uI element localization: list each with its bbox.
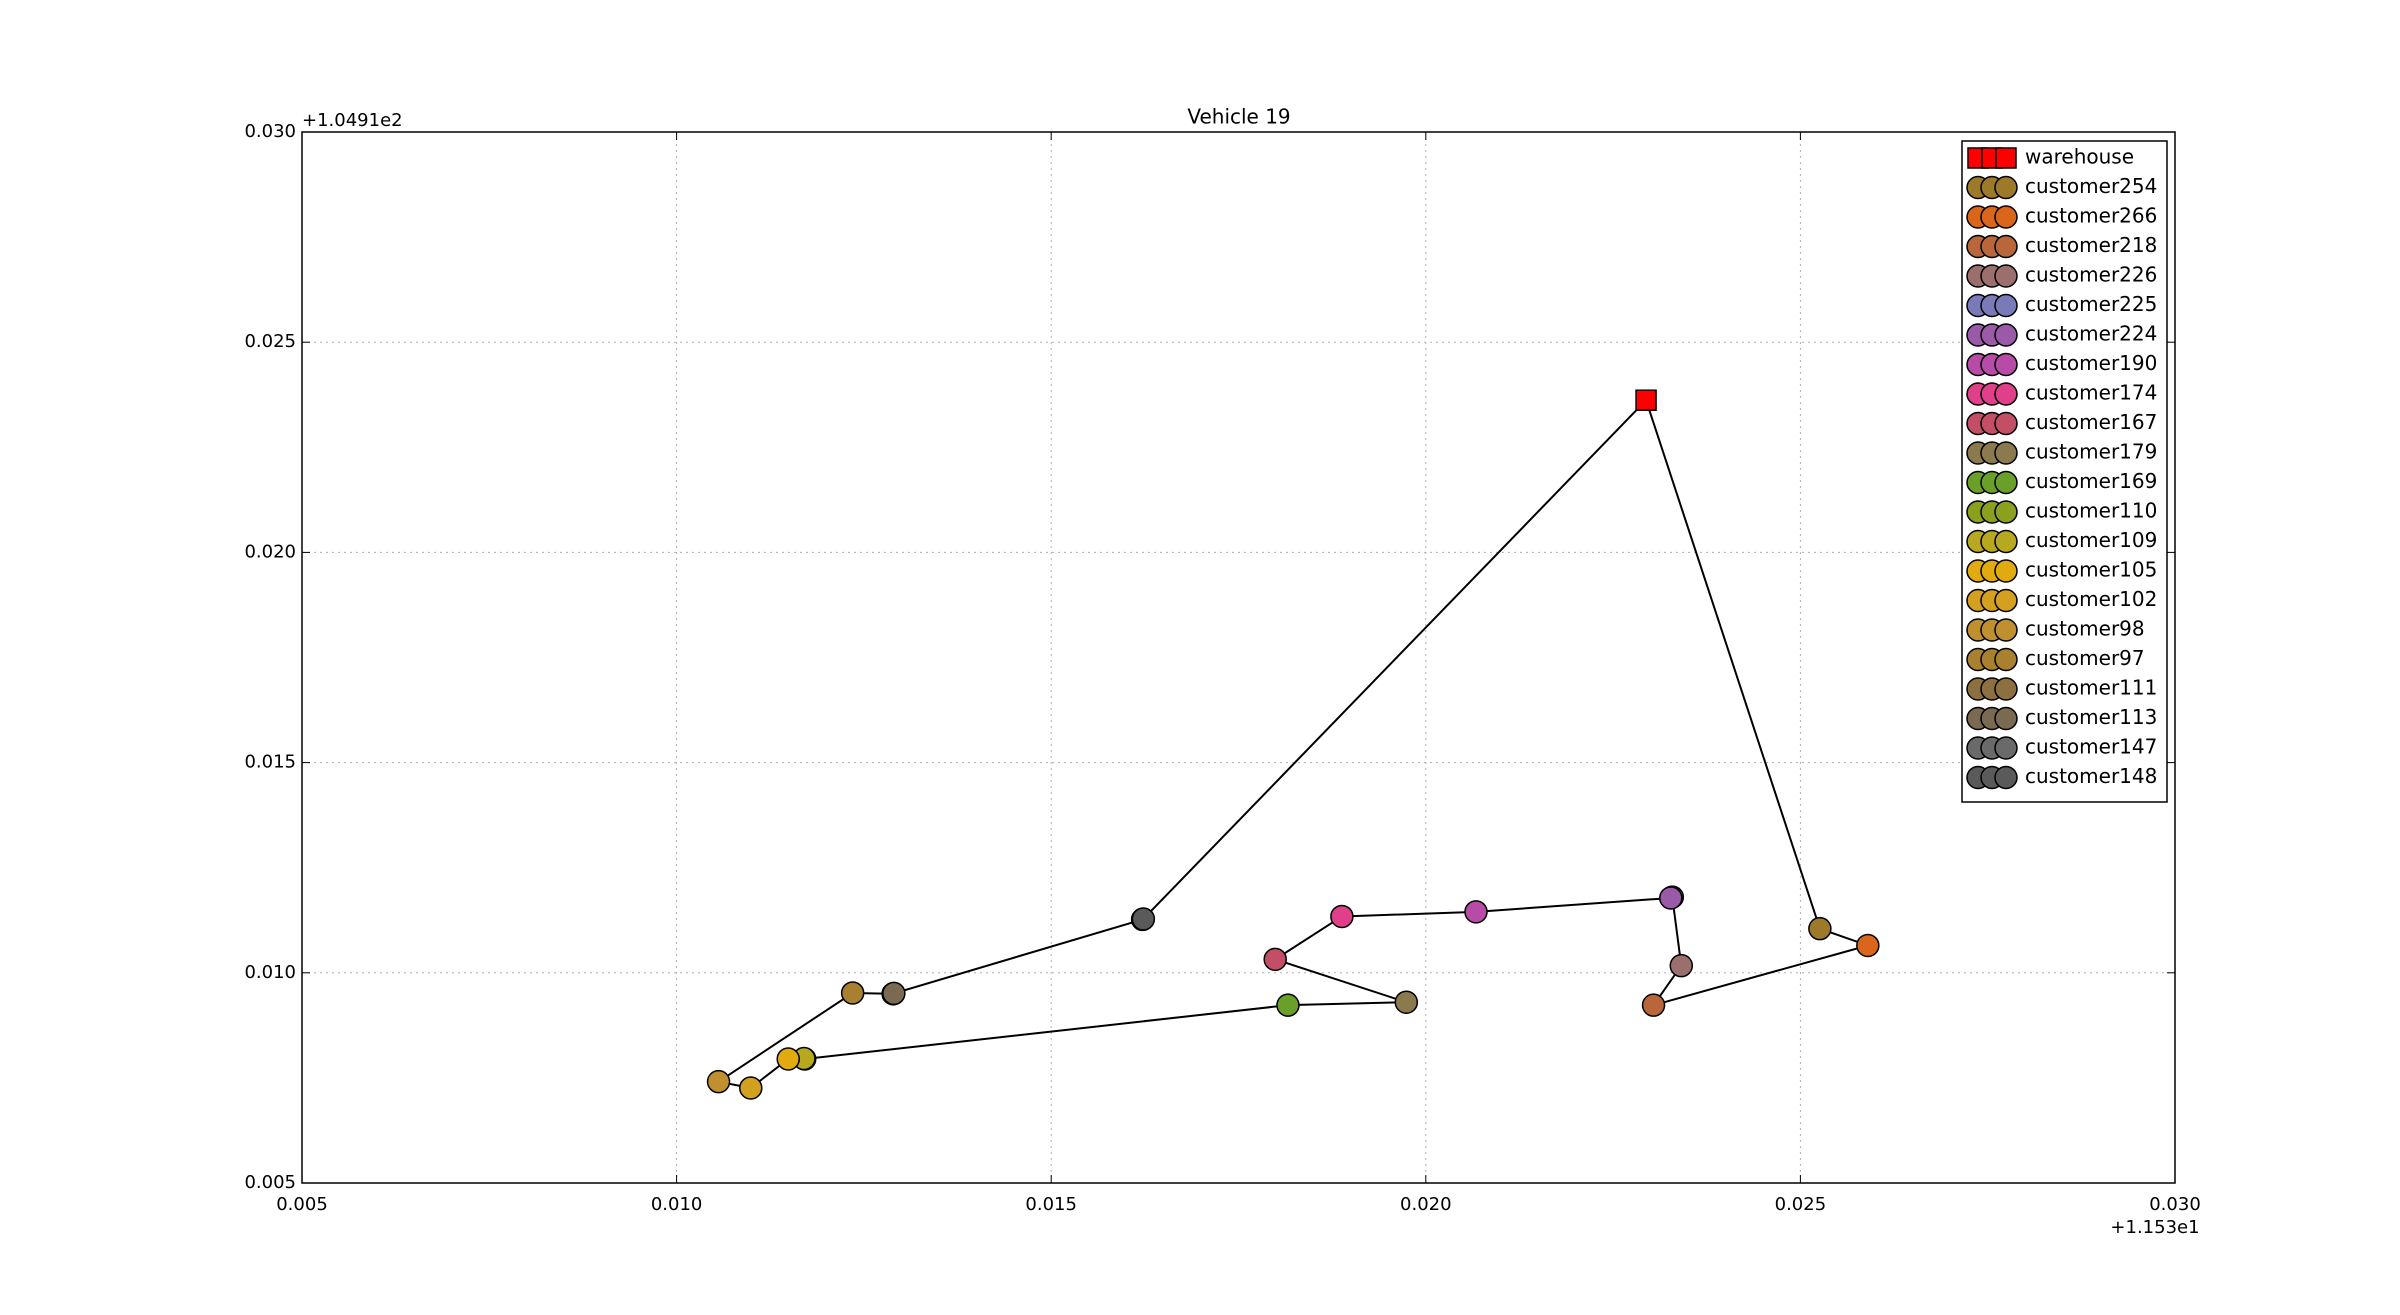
legend-label: customer102 (2025, 587, 2157, 611)
legend-marker (1995, 147, 2017, 169)
chart-title: Vehicle 19 (1187, 105, 1290, 129)
legend-label: customer190 (2025, 351, 2157, 375)
legend-marker (1994, 175, 2018, 200)
legend-label: customer225 (2025, 292, 2157, 316)
legend-label: customer169 (2025, 469, 2157, 493)
legend-label: customer105 (2025, 558, 2157, 582)
legend-marker (1994, 205, 2018, 229)
y-tick-label: 0.020 (244, 541, 296, 562)
legend-marker (1994, 293, 2018, 318)
legend-label: warehouse (2025, 145, 2134, 169)
legend-label: customer110 (2025, 499, 2157, 523)
y-tick-label: 0.015 (244, 752, 296, 773)
legend-marker (1994, 500, 2018, 524)
y-tick-label: 0.025 (244, 331, 296, 352)
data-point (1856, 933, 1880, 958)
legend-label: customer148 (2025, 764, 2157, 788)
data-point (1635, 389, 1657, 411)
legend-label: customer254 (2025, 174, 2157, 198)
plot-frame (301, 131, 2176, 1184)
legend-label: customer224 (2025, 322, 2157, 346)
data-point (1641, 993, 1666, 1017)
legend-label: customer167 (2025, 410, 2157, 434)
legend-marker (1994, 559, 2018, 583)
x-tick-label: 0.015 (1025, 1194, 1077, 1215)
legend-marker (1994, 441, 2018, 465)
data-point (882, 981, 906, 1006)
data-point (1669, 953, 1694, 978)
legend-marker (1994, 382, 2018, 406)
legend-label: customer147 (2025, 735, 2157, 759)
legend-marker (1994, 234, 2018, 259)
legend-marker (1994, 618, 2018, 642)
x-tick-label: 0.010 (651, 1194, 703, 1215)
data-point (1263, 947, 1287, 972)
data-point (776, 1047, 800, 1071)
legend-marker (1994, 736, 2018, 760)
legend-marker (1994, 470, 2018, 495)
legend-label: customer97 (2025, 646, 2145, 670)
data-point (1808, 916, 1832, 941)
legend-marker (1994, 529, 2018, 554)
legend-marker (1994, 677, 2018, 701)
legend-marker (1994, 765, 2018, 790)
legend-label: customer226 (2025, 263, 2157, 287)
legend-label: customer113 (2025, 705, 2157, 729)
data-point (1659, 886, 1683, 910)
legend-label: customer109 (2025, 528, 2157, 552)
legend-label: customer111 (2025, 676, 2157, 700)
data-point (1131, 907, 1156, 931)
legend-marker (1994, 588, 2018, 613)
legend-marker (1994, 411, 2018, 436)
data-point (1276, 993, 1300, 1017)
y-tick-label: 0.005 (244, 1172, 296, 1193)
legend-marker (1994, 264, 2018, 288)
y-tick-label: 0.030 (244, 121, 296, 142)
legend-marker (1994, 647, 2018, 672)
legend-label: customer218 (2025, 233, 2157, 257)
data-point (1464, 900, 1488, 924)
legend-marker (1994, 352, 2018, 377)
x-tick-label: 0.020 (1400, 1194, 1452, 1215)
data-point (739, 1076, 763, 1100)
data-point (706, 1069, 731, 1094)
legend-label: customer98 (2025, 617, 2145, 641)
legend-label: customer266 (2025, 204, 2157, 228)
x-tick-label: 0.030 (2149, 1194, 2201, 1215)
y-tick-label: 0.010 (244, 962, 296, 983)
legend-marker (1994, 323, 2018, 347)
y-offset: +1.0491e2 (302, 110, 403, 131)
legend-label: customer174 (2025, 381, 2157, 405)
x-offset: +1.153e1 (2110, 1217, 2199, 1238)
data-point (840, 981, 865, 1005)
x-tick-label: 0.005 (276, 1194, 328, 1215)
legend-label: customer179 (2025, 440, 2157, 464)
legend-marker (1994, 706, 2018, 731)
x-tick-label: 0.025 (1775, 1194, 1827, 1215)
data-point (1394, 990, 1419, 1014)
data-point (1330, 904, 1354, 929)
